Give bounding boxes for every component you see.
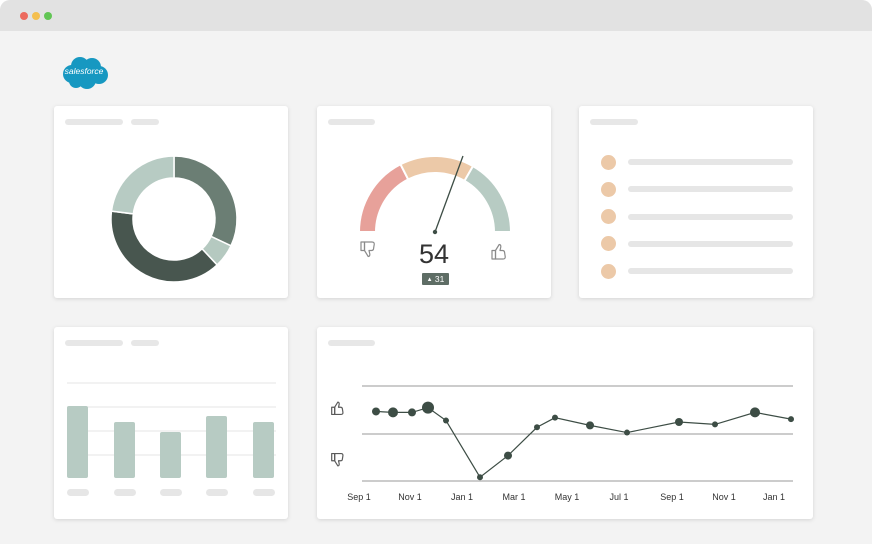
card-title-placeholder xyxy=(328,340,375,346)
card-title-placeholder xyxy=(65,340,123,346)
list-card[interactable] xyxy=(579,106,813,298)
gauge-value: 54 xyxy=(418,239,450,269)
x-tick-label: Mar 1 xyxy=(502,492,526,502)
cloud-icon xyxy=(63,57,108,89)
series-line xyxy=(375,406,792,479)
data-point xyxy=(750,407,760,418)
donut-slice xyxy=(110,210,219,283)
thumbs-up-icon xyxy=(491,243,506,260)
donut-slice xyxy=(110,155,175,215)
bar-chart-card[interactable] xyxy=(54,327,288,519)
list-item-placeholder xyxy=(628,213,793,220)
maximize-window-button[interactable] xyxy=(44,12,52,20)
close-window-button[interactable] xyxy=(20,12,28,20)
data-point xyxy=(443,417,449,424)
data-point xyxy=(788,416,794,423)
list-item-dot xyxy=(601,154,616,170)
list-item-dot xyxy=(601,209,616,225)
logo-text: salesforce xyxy=(64,66,104,76)
data-point xyxy=(408,408,416,417)
card-subtitle-placeholder xyxy=(131,119,159,125)
list-item-dot xyxy=(601,236,616,252)
x-tick-label: May 1 xyxy=(554,492,580,502)
list-item-placeholder xyxy=(628,159,793,165)
data-point xyxy=(477,474,483,481)
donut-chart xyxy=(110,155,238,283)
thumbs-up-icon xyxy=(331,401,344,416)
gauge-segment xyxy=(463,164,513,233)
x-tick-label: Nov 1 xyxy=(398,492,422,502)
gauge-pivot xyxy=(432,229,438,235)
list-item-placeholder xyxy=(628,268,793,275)
data-point xyxy=(624,429,630,436)
delta-badge: ▲ 31 xyxy=(422,273,449,285)
gauge-card[interactable]: 54 ▲ 31 xyxy=(317,106,551,298)
gauge-segment xyxy=(357,162,410,233)
card-title-placeholder xyxy=(328,119,375,125)
data-point xyxy=(388,407,398,418)
list-item-dot xyxy=(601,181,616,197)
x-tick-label: Nov 1 xyxy=(712,492,736,502)
line-chart-card[interactable]: Sep 1 Nov 1 Jan 1 Mar 1 May 1 Jul 1 Sep 1 Nov 1… xyxy=(317,327,813,519)
donut-chart-card[interactable] xyxy=(54,106,288,298)
list-item-dot xyxy=(601,263,616,279)
data-point xyxy=(534,424,540,431)
data-point xyxy=(586,421,594,430)
title-bar xyxy=(0,0,872,31)
data-point xyxy=(675,418,683,426)
bar-chart xyxy=(67,382,276,478)
card-title-placeholder xyxy=(65,119,123,125)
bar-label-placeholder xyxy=(113,489,136,496)
donut-slice xyxy=(173,155,238,247)
x-tick-label: Sep 1 xyxy=(347,492,371,502)
x-tick-label: Jan 1 xyxy=(450,492,474,502)
x-tick-label: Sep 1 xyxy=(660,492,684,502)
bar xyxy=(206,416,227,478)
data-point xyxy=(372,407,380,416)
bar xyxy=(114,422,135,478)
data-point xyxy=(712,421,718,428)
data-point xyxy=(504,451,512,460)
list-item-placeholder xyxy=(628,240,793,247)
delta-value: 31 xyxy=(434,274,445,284)
x-tick-label: Jan 1 xyxy=(762,492,786,502)
thumbs-down-icon xyxy=(331,452,344,467)
data-point xyxy=(422,401,434,414)
gauge-chart xyxy=(357,155,513,235)
list-item-placeholder xyxy=(628,186,793,193)
gauge-needle xyxy=(434,155,464,233)
line-chart xyxy=(362,385,794,482)
bar xyxy=(67,406,88,478)
salesforce-logo[interactable]: salesforce xyxy=(58,55,110,91)
card-subtitle-placeholder xyxy=(131,340,159,346)
bar xyxy=(160,432,181,478)
bar-label-placeholder xyxy=(252,489,275,496)
bar-label-placeholder xyxy=(159,489,182,496)
bar xyxy=(253,422,274,478)
bar-label-placeholder xyxy=(205,489,228,496)
minimize-window-button[interactable] xyxy=(32,12,40,20)
triangle-up-icon: ▲ xyxy=(426,277,433,283)
data-point xyxy=(552,414,558,421)
bar-label-placeholder xyxy=(66,489,89,496)
thumbs-down-icon xyxy=(360,241,375,258)
card-title-placeholder xyxy=(590,119,638,125)
x-tick-label: Jul 1 xyxy=(609,492,629,502)
